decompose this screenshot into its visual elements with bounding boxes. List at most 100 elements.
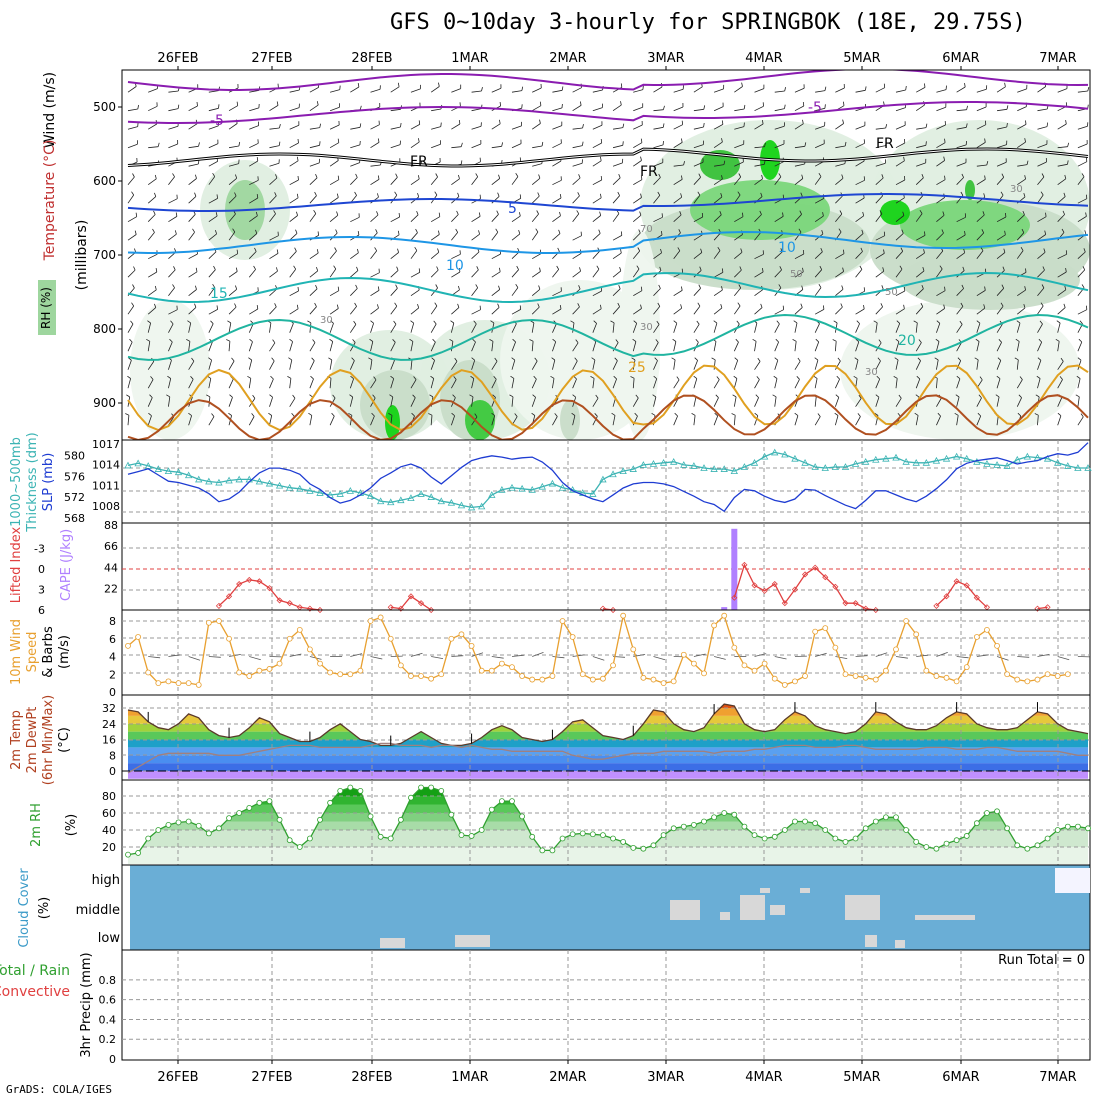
cloud-patch-1 [720,912,730,920]
wind-barb [1016,379,1023,389]
wind-barb [1057,322,1061,333]
wind-barb-flag [1085,212,1087,217]
wind-barb [390,360,395,370]
wind-barb [511,269,519,278]
wind-barb [834,397,840,407]
lifted-index-line-marker [872,606,879,614]
upper-air-rh-label: RH (%) [39,287,53,329]
wind-barb-flag [496,210,499,215]
wind-barb-flag [772,394,777,398]
wind-barb [1057,253,1067,260]
wind-barb [976,124,986,130]
wind-barb [572,195,580,204]
wind-barb [1057,178,1067,186]
wind-barb-flag [632,338,637,342]
wind-barb-flag [514,413,518,417]
wind-barb [754,289,763,297]
bottom-date-label-2: 28FEB [351,1070,392,1085]
wind-barb-flag [349,394,353,398]
precip-total-rain-label: Total / Rain [0,963,70,979]
wind-barb [147,307,157,315]
wind-barb-flag [876,375,880,380]
wind-barb [471,269,479,278]
wind-barb-flag [576,210,580,215]
temp-contour-freezing-inner [127,148,1089,167]
wind-barb-flag [943,304,945,309]
wind-barb-flag [481,87,483,92]
wind-barb-flag [328,357,333,361]
wind-barb-flag [457,303,460,308]
wind10m-barb [774,656,787,660]
wind-barb-flag [861,229,864,234]
temp-tick-0: 32 [102,702,116,715]
rh2m-line-marker [428,784,435,791]
wind-barb [228,231,236,241]
wind-barb [269,378,274,389]
rh2m-line-marker [1044,835,1051,842]
contour-label-8: 15 [210,286,228,302]
thickness-line-marker [1054,458,1062,466]
wind-barb-flag [434,191,438,196]
wind-barb [410,214,419,222]
wind10m-barb [693,653,706,657]
rh2m-line-marker [377,833,384,840]
wind-barb-flag [676,376,680,381]
wind-barb [188,253,198,260]
wind-barb-flag [1034,413,1039,416]
wind-barb-flag [980,247,984,252]
wind-barb [188,163,199,167]
wind-barb [673,164,684,167]
wind-barb [855,125,866,130]
wind-barb-flag [832,339,837,342]
wind-barb-flag [982,211,985,216]
wind10m-barb [208,656,221,658]
wind-barb-flag [775,338,779,343]
wind-frame [121,609,1091,696]
wind10m-barb [249,656,261,661]
cloud-patch-8 [455,935,490,947]
thickness-line-marker [963,454,971,462]
wind-barb [511,215,521,223]
wind-barb-flag [493,376,497,380]
wind-barb-flag [697,191,701,196]
wind-barb-flag [859,265,863,270]
wind-barb-flag [975,338,980,342]
wind-barb [916,144,926,149]
contour-label-15: 50 [790,269,803,280]
wind-barb-flag [550,375,555,379]
thickness-line-marker [609,470,617,478]
wind-barb-flag [598,229,601,234]
wind-barb-flag [458,120,461,125]
wind-barb [1057,214,1065,222]
wind-barb [713,379,720,389]
wind-barb [208,198,218,204]
wind-barb-flag [1041,173,1045,178]
thickness-line-marker [1013,455,1021,463]
wind-barb-flag [1004,230,1006,235]
wind-barb-flag [680,193,683,198]
wind-barb-flag [1025,120,1027,125]
wind-speed-line-marker [519,673,526,679]
rh2m-line-marker [1064,823,1071,830]
wind-barb [936,308,945,315]
lifted-index-line-marker [397,605,404,612]
rh2m-line-marker [296,844,303,850]
wind-barb [895,308,905,315]
wind-barb-flag [279,124,281,129]
wind-barb-flag [824,104,826,109]
wind-barb-flag [529,339,534,342]
wind-barb-flag [935,338,940,342]
wind-speed-line-marker [862,674,869,681]
wind-barb [936,197,945,204]
lifted-index-line-marker [963,582,970,589]
wind-barb [774,161,784,167]
wind-barb [511,323,517,333]
wind10m-barb [1017,656,1030,658]
rh2m-line-marker [549,847,556,854]
wind-barb-flag [433,320,437,325]
wind-barb [653,252,662,260]
top-date-label-9: 7MAR [1039,51,1076,66]
wind-barb [370,142,380,149]
wind-barb-flag [458,285,460,290]
temp-tick-4: 0 [109,765,116,778]
